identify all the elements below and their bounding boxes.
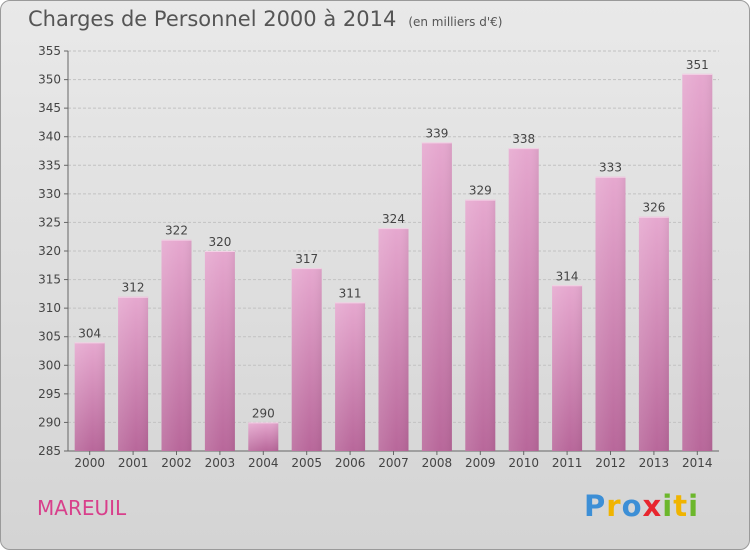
x-tick-label: 2013	[639, 456, 670, 470]
x-tick-label: 2009	[465, 456, 496, 470]
bar-shade	[595, 176, 626, 451]
bar-shade	[508, 148, 539, 451]
bar-shade	[552, 285, 583, 451]
data-label: 312	[122, 281, 145, 295]
x-tick-label: 2010	[508, 456, 539, 470]
data-label: 304	[78, 326, 101, 340]
bar-shade	[465, 199, 496, 451]
data-label: 329	[469, 184, 492, 198]
y-tick-label: 350	[38, 73, 61, 87]
y-tick-label: 285	[38, 444, 61, 458]
y-tick-label: 315	[38, 273, 61, 287]
y-tick-label: 305	[38, 330, 61, 344]
chart-title: Charges de Personnel 2000 à 2014 (en mill…	[28, 7, 502, 31]
logo-letter: x	[642, 489, 663, 523]
data-label: 322	[165, 224, 188, 238]
logo-letter: r	[606, 489, 622, 523]
chart-title-text: Charges de Personnel 2000 à 2014	[28, 7, 397, 31]
x-tick-label: 2005	[291, 456, 322, 470]
bar-shade	[204, 251, 235, 451]
data-label: 339	[425, 126, 448, 140]
x-axis-ticks: 2000 2001 2002 2003 2004 2005 2006 2007 2008 2009…	[74, 451, 713, 470]
bar-shade	[118, 296, 149, 451]
data-label: 351	[686, 58, 709, 72]
bar-shade	[74, 342, 105, 451]
y-tick-label: 320	[38, 244, 61, 258]
y-tick-label: 300	[38, 358, 61, 372]
value-labels: 304 312 322 320 290 317 311 324 339 329 338 314 333 3…	[78, 58, 709, 421]
x-tick-label: 2011	[552, 456, 583, 470]
x-tick-label: 2000	[74, 456, 105, 470]
y-tick-label: 340	[38, 130, 61, 144]
bar-shade	[248, 422, 279, 451]
y-tick-label: 310	[38, 301, 61, 315]
x-tick-label: 2006	[335, 456, 366, 470]
x-tick-label: 2002	[161, 456, 192, 470]
x-tick-label: 2007	[378, 456, 409, 470]
proxiti-logo: Proxiti	[584, 489, 699, 523]
bar-shade	[291, 268, 322, 451]
data-label: 338	[512, 132, 535, 146]
y-tick-label: 325	[38, 215, 61, 229]
logo-letter: P	[584, 489, 607, 523]
data-label: 324	[382, 212, 405, 226]
x-tick-label: 2004	[248, 456, 279, 470]
y-tick-label: 355	[38, 44, 61, 58]
x-tick-label: 2012	[595, 456, 626, 470]
y-tick-label: 335	[38, 158, 61, 172]
x-tick-label: 2001	[118, 456, 149, 470]
data-label: 290	[252, 406, 275, 420]
data-label: 326	[642, 201, 665, 215]
y-tick-label: 295	[38, 387, 61, 401]
bar-shade	[335, 302, 366, 451]
bar-shade	[638, 216, 669, 451]
logo-letter: i	[688, 489, 700, 523]
x-tick-label: 2003	[205, 456, 236, 470]
x-tick-label: 2014	[682, 456, 713, 470]
data-label: 314	[556, 269, 579, 283]
y-tick-label: 345	[38, 101, 61, 115]
y-tick-label: 290	[38, 415, 61, 429]
data-label: 320	[208, 235, 231, 249]
bar-shade	[161, 239, 192, 451]
chart-subtitle: (en milliers d'€)	[408, 15, 503, 29]
bars	[74, 73, 713, 451]
bar-shade	[682, 73, 713, 451]
data-label: 317	[295, 252, 318, 266]
logo-letter: o	[621, 489, 643, 523]
logo-letter: i	[662, 489, 674, 523]
bar-shade	[378, 228, 409, 451]
commune-name: MAREUIL	[37, 496, 127, 520]
y-tick-label: 330	[38, 187, 61, 201]
bar-shade	[421, 142, 452, 451]
data-label: 311	[339, 286, 362, 300]
x-tick-label: 2008	[422, 456, 453, 470]
data-label: 333	[599, 161, 622, 175]
logo-letter: t	[673, 489, 689, 523]
